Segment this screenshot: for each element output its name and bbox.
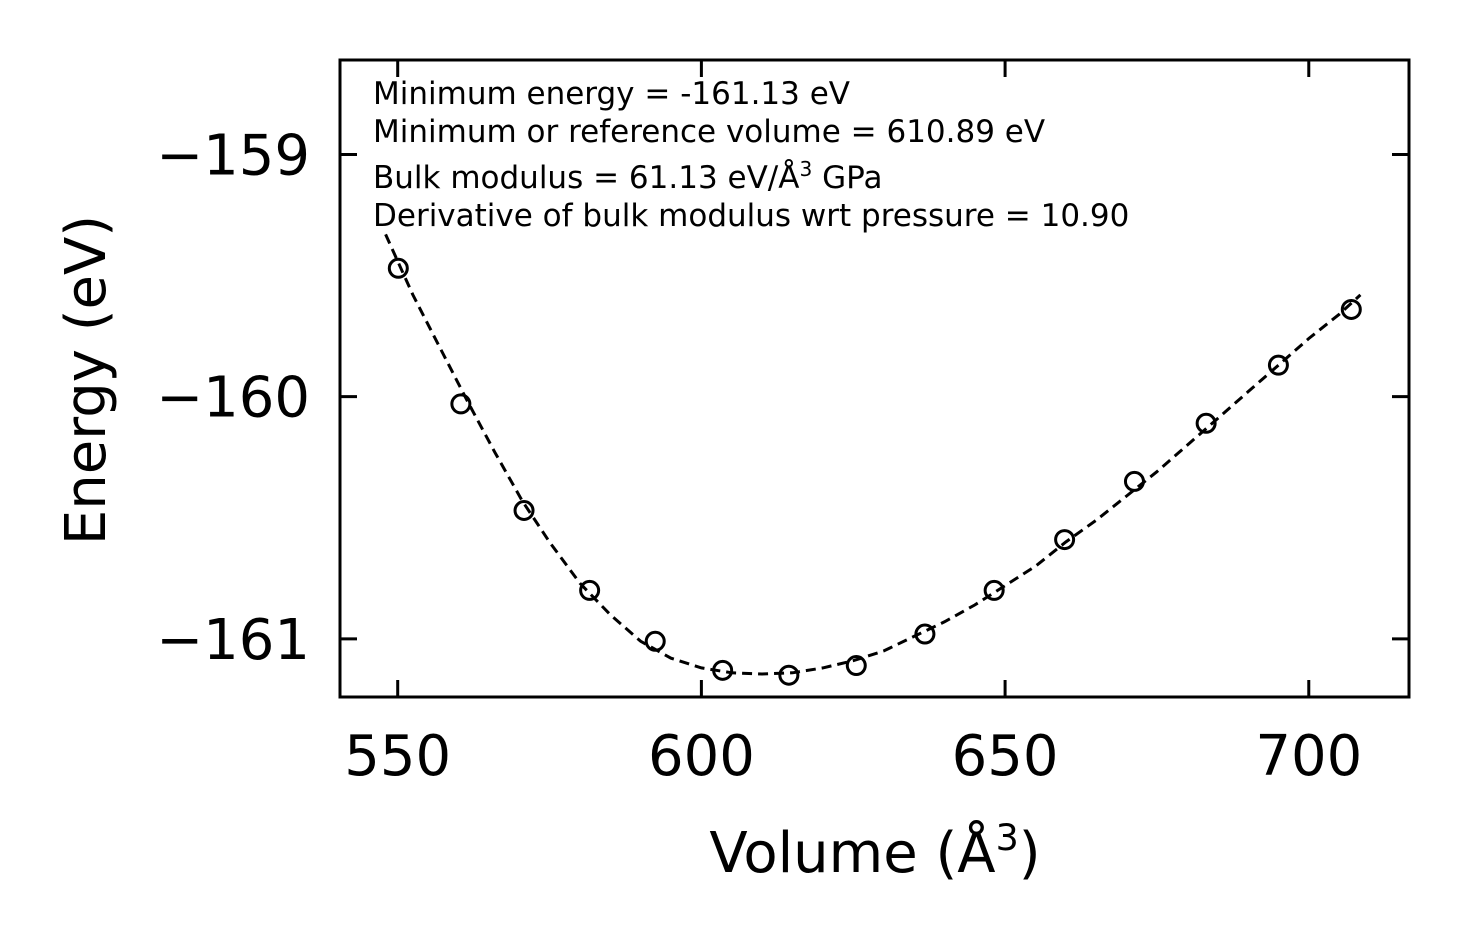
y-axis-title: Energy (eV) xyxy=(54,215,119,545)
annotation-line: Minimum energy = -161.13 eV xyxy=(373,76,850,112)
data-point xyxy=(712,659,734,681)
x-axis-title: Volume (Å3) xyxy=(709,816,1040,886)
labels-layer: 550 600 650 700 −161 −160 −159 xyxy=(156,123,1362,789)
annotation-line: Bulk modulus = 61.13 eV/Å3 GPa xyxy=(373,157,882,196)
data-point xyxy=(513,500,535,522)
data-point xyxy=(845,655,867,677)
y-tick-label: −159 xyxy=(156,123,310,188)
data-point xyxy=(914,623,936,645)
data-point xyxy=(983,579,1005,601)
y-tick-label: −160 xyxy=(156,366,310,431)
data-point xyxy=(1195,412,1217,434)
ticks-layer xyxy=(340,60,1409,697)
plot-frame xyxy=(338,58,1411,699)
data-point xyxy=(579,579,601,601)
x-tick-label: 700 xyxy=(1255,724,1362,789)
data-point xyxy=(1054,529,1076,551)
data-point xyxy=(450,393,472,415)
points-layer xyxy=(387,257,1362,686)
data-point xyxy=(778,664,800,686)
fit-curve xyxy=(384,233,1362,676)
x-tick-label: 650 xyxy=(952,724,1059,789)
data-point xyxy=(1267,354,1289,376)
annotation-line: Minimum or reference volume = 610.89 eV xyxy=(373,114,1045,150)
data-point xyxy=(644,630,666,652)
y-tick-label: −161 xyxy=(156,608,310,673)
data-point xyxy=(387,257,409,279)
fit-layer xyxy=(384,233,1362,676)
annotation-line: Derivative of bulk modulus wrt pressure … xyxy=(373,198,1129,234)
x-tick-label: 550 xyxy=(344,724,451,789)
data-point xyxy=(1340,298,1362,320)
data-point xyxy=(1123,470,1145,492)
x-tick-label: 600 xyxy=(648,724,755,789)
